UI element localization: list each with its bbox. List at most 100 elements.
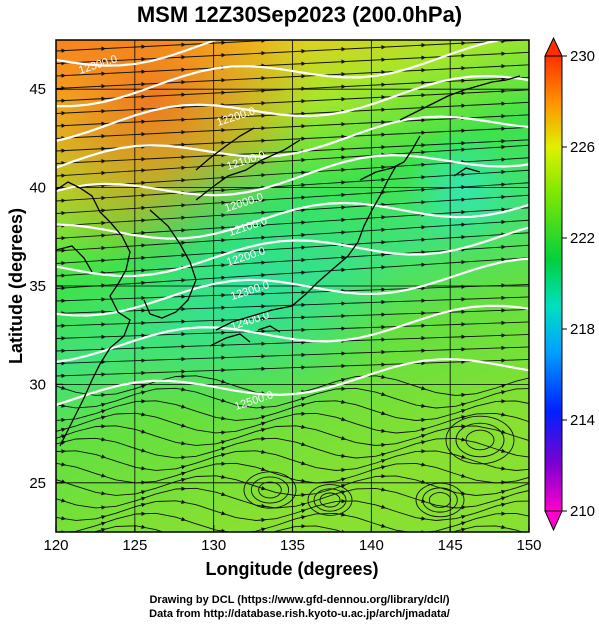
streamline-arrow <box>261 222 266 228</box>
streamline-arrow <box>101 245 106 251</box>
streamline-arrow <box>501 144 506 150</box>
streamline-arrow <box>301 411 306 416</box>
colorbar-tick-label: 214 <box>570 412 595 429</box>
streamline-arrow <box>141 193 146 198</box>
streamline-arrow <box>381 132 386 137</box>
streamline-arrow <box>141 57 146 62</box>
streamline-arrow <box>141 466 146 471</box>
streamline-arrow <box>381 215 386 220</box>
streamline-arrow <box>101 334 106 340</box>
streamline-arrow <box>501 502 506 507</box>
streamline-arrow <box>261 101 266 106</box>
eddy-streamline <box>445 415 515 465</box>
streamline-arrow <box>61 198 66 203</box>
streamline-arrow <box>381 442 386 448</box>
streamline-arrow <box>461 334 466 339</box>
streamline-arrow <box>181 356 186 362</box>
streamline-arrow <box>261 272 266 278</box>
streamline-arrow <box>221 78 226 83</box>
streamline-arrow <box>461 184 466 190</box>
streamline-arrow <box>301 461 306 466</box>
streamline-arrow <box>341 477 346 482</box>
streamline-arrow <box>461 259 466 265</box>
streamline-arrow <box>421 31 426 35</box>
streamline-arrow <box>301 157 306 163</box>
streamline-arrow <box>181 155 186 160</box>
y-axis-ticks: 25 30 35 40 45 <box>29 81 63 492</box>
streamline <box>56 333 529 352</box>
streamline-arrow <box>101 71 106 76</box>
streamline-arrow <box>261 527 266 532</box>
streamline-arrow <box>221 213 226 218</box>
streamline-arrow <box>181 117 186 122</box>
streamline-arrow <box>181 228 186 233</box>
streamline-arrow <box>181 471 186 476</box>
streamline-arrow <box>141 280 146 286</box>
streamline <box>56 257 529 289</box>
eddy-streamline <box>428 492 452 508</box>
streamline-arrow <box>181 253 186 258</box>
streamline-arrow <box>501 308 506 313</box>
streamline-arrow <box>141 205 146 211</box>
streamline-arrow <box>101 409 106 414</box>
streamline-arrow <box>381 107 386 112</box>
streamline-arrow <box>261 160 266 165</box>
streamline-arrow <box>61 361 66 366</box>
streamline <box>56 500 529 521</box>
streamline-arrow <box>181 42 186 47</box>
streamline-arrow <box>261 304 266 309</box>
streamline <box>56 114 529 139</box>
streamline <box>56 321 529 339</box>
streamline-arrow <box>421 298 426 303</box>
streamline-arrow <box>301 111 306 116</box>
streamline-arrow <box>421 225 426 230</box>
streamline-arrow <box>61 235 66 241</box>
streamline-arrow <box>461 209 466 215</box>
streamline-arrow <box>101 283 106 288</box>
colorbar-tick-label: 226 <box>570 139 595 156</box>
streamline-arrow <box>221 40 226 45</box>
streamline-arrow <box>421 348 426 353</box>
streamline-arrow <box>301 290 306 295</box>
streamline-arrow <box>221 528 226 532</box>
streamline-arrow <box>461 514 466 520</box>
streamline-arrow <box>181 240 186 246</box>
streamline-arrow <box>461 409 466 414</box>
streamline-arrow <box>421 427 426 432</box>
eddy-streamline <box>319 492 341 508</box>
streamline-arrow <box>181 306 186 312</box>
streamline-arrow <box>181 499 186 505</box>
streamline-arrow <box>301 61 306 66</box>
streamline-arrow <box>301 49 306 54</box>
streamline-arrow <box>421 323 426 328</box>
streamline-arrow <box>261 51 266 56</box>
streamline <box>56 51 529 77</box>
streamline-arrow <box>501 51 506 56</box>
streamline-arrow <box>221 379 226 384</box>
streamline-arrow <box>341 399 346 405</box>
streamline <box>56 487 529 509</box>
streamline-arrow <box>381 374 386 380</box>
streamline-arrow <box>141 218 146 223</box>
streamline-arrow <box>221 416 226 421</box>
streamline-arrow <box>301 207 306 213</box>
streamline-arrow <box>61 449 66 454</box>
colorbar-tick-label: 218 <box>570 321 595 338</box>
streamline-arrow <box>181 67 186 72</box>
streamline-arrow <box>221 330 226 335</box>
streamline-arrow <box>101 392 106 398</box>
streamline-arrow <box>221 90 226 95</box>
streamline-arrow <box>221 238 226 243</box>
streamline-arrow <box>101 491 106 496</box>
eddy-streamline <box>250 476 290 504</box>
streamline-arrow <box>301 352 306 358</box>
streamline-arrow <box>381 465 386 470</box>
streamline-arrow <box>301 257 306 263</box>
streamline-arrow <box>341 255 346 260</box>
streamline-arrow <box>141 448 146 453</box>
streamline <box>56 296 529 314</box>
streamline-arrow <box>381 45 386 50</box>
streamline <box>56 358 529 377</box>
height-contour <box>56 257 529 317</box>
